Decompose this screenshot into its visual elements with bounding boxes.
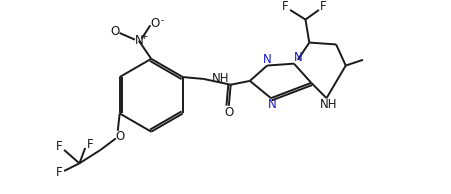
Text: O: O <box>150 17 159 30</box>
Text: O: O <box>115 130 124 143</box>
Text: F: F <box>87 138 93 151</box>
Text: O: O <box>224 106 233 119</box>
Text: F: F <box>281 0 288 13</box>
Text: O: O <box>110 25 119 38</box>
Text: F: F <box>56 166 63 179</box>
Text: N: N <box>267 98 276 111</box>
Text: NH: NH <box>319 98 336 111</box>
Text: F: F <box>320 0 326 13</box>
Text: +: + <box>139 32 147 41</box>
Text: N: N <box>262 53 271 66</box>
Text: F: F <box>56 139 63 152</box>
Text: N: N <box>134 34 143 47</box>
Text: -: - <box>160 16 163 25</box>
Text: N: N <box>293 51 302 64</box>
Text: NH: NH <box>211 73 229 86</box>
